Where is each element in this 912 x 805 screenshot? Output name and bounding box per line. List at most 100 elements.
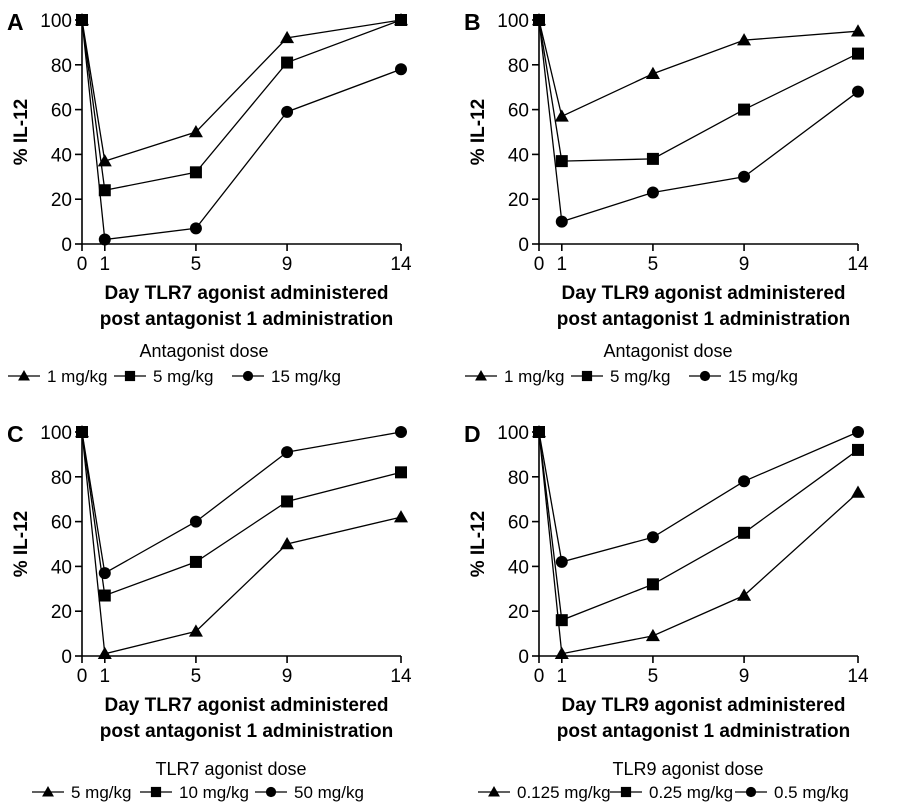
data-point-triangle: [188, 624, 203, 637]
series-circle: [533, 426, 864, 568]
x-tick-label: 0: [77, 254, 88, 275]
series-square: [76, 14, 407, 197]
data-point-triangle: [851, 485, 865, 498]
x-tick-label: 14: [390, 666, 412, 687]
data-point-triangle: [851, 24, 865, 37]
y-tick-label: 100: [497, 423, 529, 444]
series-line: [81, 19, 402, 162]
data-point-square: [738, 526, 751, 539]
x-tick-label: 5: [191, 666, 202, 687]
data-point-square: [738, 103, 751, 116]
x-tick-label: 14: [390, 254, 412, 275]
y-tick-label: 20: [508, 190, 529, 211]
legend: Antagonist dose 1 mg/kg 5 mg/kg 15 mg/kg: [465, 341, 798, 386]
data-point-circle: [852, 85, 864, 98]
x-tick-label: 14: [847, 666, 869, 687]
series-circle: [76, 426, 407, 580]
legend-label: 5 mg/kg: [153, 367, 213, 386]
x-tick-label: 0: [534, 666, 545, 687]
y-axis-label: % IL-12: [468, 511, 489, 578]
y-tick-label: 100: [497, 11, 529, 32]
data-point-triangle: [737, 33, 752, 46]
data-point-triangle: [280, 30, 295, 44]
y-tick-label: 0: [518, 235, 529, 256]
data-point-circle: [395, 426, 407, 438]
data-point-square: [395, 14, 407, 26]
data-point-circle: [76, 14, 88, 26]
legend-label: 0.125 mg/kg: [517, 783, 611, 802]
series-triangle: [532, 13, 865, 122]
y-axis-label: % IL-12: [11, 99, 32, 166]
legend-swatch-circle: [745, 786, 757, 798]
x-axis-label-line: post antagonist 1 administration: [557, 721, 850, 742]
series-circle: [76, 14, 407, 246]
panel-letter: C: [7, 421, 24, 447]
legend-swatch-triangle: [18, 370, 30, 381]
data-point-square: [189, 555, 202, 568]
y-tick-label: 80: [51, 468, 72, 489]
data-point-circle: [533, 14, 545, 26]
y-tick-label: 60: [51, 101, 72, 122]
y-tick-label: 60: [508, 101, 529, 122]
legend-label: 50 mg/kg: [294, 783, 364, 802]
data-point-square: [555, 155, 568, 168]
y-tick-label: 0: [518, 647, 529, 668]
series-line: [81, 431, 402, 597]
x-tick-label: 5: [648, 254, 659, 275]
legend-title: Antagonist dose: [603, 341, 732, 361]
legend: TLR7 agonist dose 5 mg/kg 10 mg/kg 50 mg/kg: [32, 759, 364, 802]
x-axis-label-line: Day TLR9 agonist administered: [561, 283, 845, 304]
data-point-triangle: [554, 646, 569, 660]
panel-letter: B: [464, 9, 481, 35]
legend-label: 15 mg/kg: [728, 367, 798, 386]
data-point-circle: [555, 215, 568, 228]
data-point-circle: [98, 567, 111, 580]
series-line: [81, 431, 402, 575]
x-tick-label: 14: [847, 254, 869, 275]
legend-label: 5 mg/kg: [71, 783, 131, 802]
x-tick-label: 9: [282, 254, 293, 275]
y-tick-label: 0: [61, 647, 72, 668]
data-point-circle: [738, 475, 751, 488]
y-tick-label: 20: [508, 602, 529, 623]
y-tick-label: 20: [51, 602, 72, 623]
y-tick-label: 60: [51, 513, 72, 534]
data-point-circle: [189, 222, 202, 235]
legend-title: TLR9 agonist dose: [612, 759, 763, 779]
legend-swatch-circle: [699, 370, 711, 382]
data-point-circle: [738, 170, 751, 183]
x-tick-label: 9: [739, 666, 750, 687]
legend-label: 10 mg/kg: [179, 783, 249, 802]
data-point-triangle: [737, 588, 752, 601]
series-square: [533, 426, 864, 627]
y-tick-label: 20: [51, 190, 72, 211]
panel-letter: D: [464, 421, 481, 447]
y-tick-label: 80: [508, 56, 529, 77]
series-triangle: [75, 425, 408, 660]
x-tick-label: 9: [282, 666, 293, 687]
x-tick-label: 1: [556, 254, 567, 275]
series-square: [76, 426, 407, 602]
y-tick-label: 0: [61, 235, 72, 256]
data-point-square: [646, 152, 659, 165]
legend-title: Antagonist dose: [139, 341, 268, 361]
data-point-square: [852, 47, 864, 60]
y-tick-label: 80: [508, 468, 529, 489]
x-tick-label: 5: [191, 254, 202, 275]
x-tick-label: 1: [99, 666, 110, 687]
data-point-circle: [76, 426, 88, 438]
y-tick-label: 40: [508, 145, 529, 166]
x-tick-label: 1: [99, 254, 110, 275]
x-tick-label: 0: [534, 254, 545, 275]
data-point-square: [555, 614, 568, 627]
x-axis-label-line: Day TLR9 agonist administered: [561, 695, 845, 716]
x-axis-label-line: post antagonist 1 administration: [557, 309, 850, 330]
data-point-square: [189, 166, 202, 179]
data-point-square: [852, 443, 864, 456]
legend-label: 1 mg/kg: [47, 367, 107, 386]
y-axis-label: % IL-12: [468, 99, 489, 166]
legend-label: 5 mg/kg: [610, 367, 670, 386]
data-point-square: [646, 578, 659, 591]
